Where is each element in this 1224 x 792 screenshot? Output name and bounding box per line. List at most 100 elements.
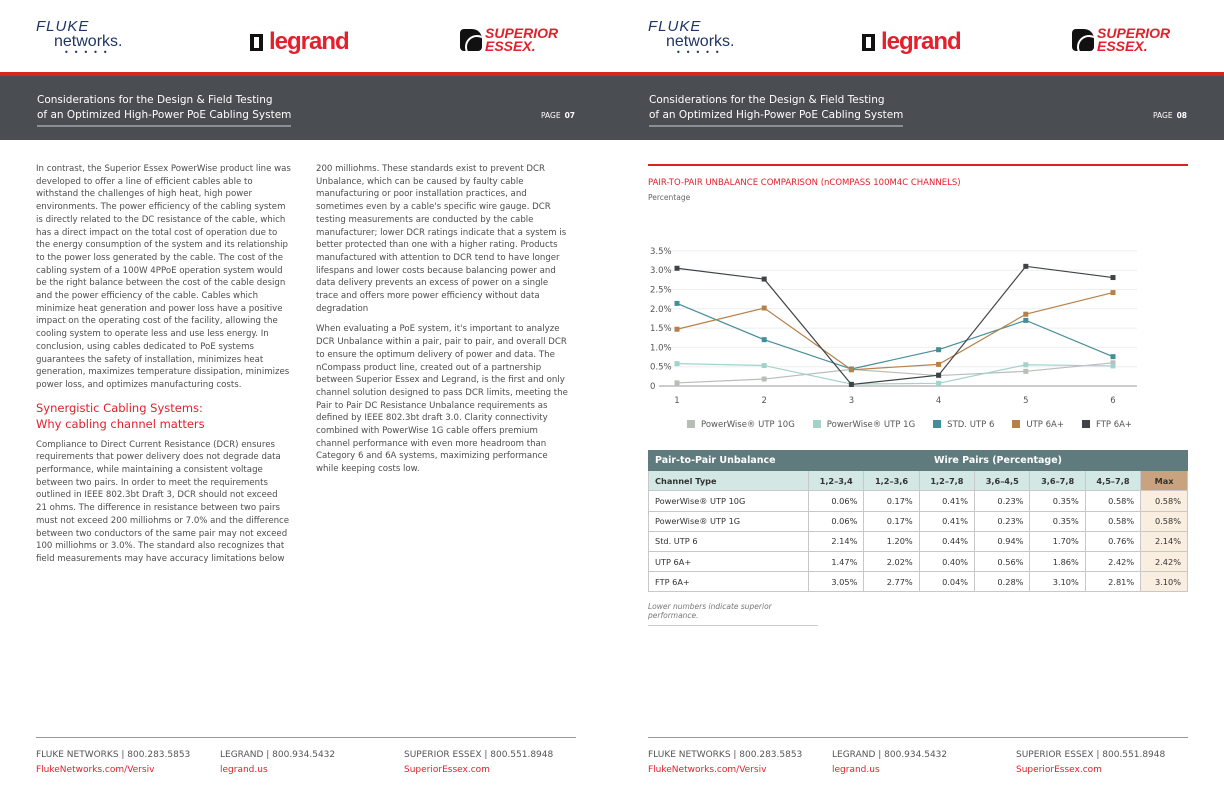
chart-ylabel: Percentage — [648, 193, 691, 202]
table-cell: 0.56% — [974, 550, 1031, 573]
table-cell: 0.35% — [1029, 510, 1086, 532]
x-tick-label: 2 — [761, 396, 766, 406]
data-point — [936, 361, 942, 367]
legend-label: STD. UTP 6 — [947, 420, 995, 430]
document-title: Considerations for the Design & Field Te… — [37, 93, 292, 127]
table-row: UTP 6A+ 1.47% 2.02% 0.40% 0.56% 1.86% 2.42% 2.4… — [648, 550, 1188, 573]
x-tick-label: 4 — [936, 396, 941, 406]
table-note: Lower numbers indicate superior performa… — [648, 602, 818, 626]
data-point — [1023, 317, 1029, 323]
page-08: FLUKE networks. ••••• legrand SUPERIOR ESSE… — [612, 0, 1224, 792]
header-band: Considerations for the Design & Field Te… — [0, 76, 612, 140]
legrand-link[interactable]: legrand.us — [220, 765, 268, 775]
table-cell: 2.42% — [1084, 550, 1142, 573]
x-tick-label: 6 — [1110, 396, 1115, 406]
data-point — [761, 363, 767, 369]
superior-essex-logo: SUPERIOR ESSEX. — [1072, 22, 1170, 58]
table-cell: 0.04% — [918, 571, 976, 593]
x-tick-label: 5 — [1023, 396, 1028, 406]
x-tick-label: 1 — [674, 396, 679, 406]
table-cell: 1.47% — [807, 550, 865, 573]
table-cell: 3.10% — [1029, 571, 1086, 593]
legend-label: PowerWise® UTP 10G — [701, 420, 795, 430]
legend-swatch — [933, 420, 942, 428]
footer-legrand: LEGRAND | 800.934.5432 legrand.us — [832, 748, 947, 778]
chart-legend: PowerWise® UTP 10G PowerWise® UTP 1G STD. … — [687, 420, 1132, 430]
fluke-link[interactable]: FlukeNetworks.com/Versiv — [648, 765, 767, 775]
table-cell: 1.86% — [1029, 550, 1086, 573]
table-cell: 0.06% — [807, 490, 865, 512]
legend-swatch — [1012, 420, 1021, 428]
table-cell: 0.58% — [1084, 510, 1142, 532]
data-point — [1023, 368, 1029, 374]
legend-label: UTP 6A+ — [1026, 420, 1064, 430]
table-cell: PowerWise® UTP 1G — [648, 510, 809, 532]
data-point — [1110, 290, 1116, 296]
table-cell: 0.94% — [974, 530, 1031, 552]
table-cell: 0.41% — [918, 490, 976, 512]
y-tick-label: 2.0% — [650, 305, 672, 315]
data-point — [848, 367, 854, 373]
y-tick-label: 0.5% — [650, 363, 672, 373]
fluke-link[interactable]: FlukeNetworks.com/Versiv — [36, 765, 155, 775]
table-cell: 2.77% — [863, 571, 920, 593]
table-cell: 2.14% — [1140, 530, 1188, 552]
data-point — [674, 361, 680, 367]
series-line — [676, 292, 1114, 371]
legrand-logo: legrand — [250, 24, 350, 60]
header-divider — [612, 72, 1224, 76]
column-header: 1,2–3,4 — [807, 470, 865, 492]
series-line — [676, 362, 1114, 384]
table-cell: 0.17% — [863, 490, 920, 512]
data-point — [761, 376, 767, 382]
table-cell: UTP 6A+ — [648, 550, 809, 573]
data-point — [1023, 263, 1029, 269]
table-cell: 0.41% — [918, 510, 976, 532]
data-point — [936, 372, 942, 378]
series-line — [676, 363, 1114, 385]
footer: FLUKE NETWORKS | 800.283.5853 FlukeNetwor… — [648, 737, 1188, 775]
legend-label: FTP 6A+ — [1095, 420, 1133, 430]
column-header: 1,2–3,6 — [863, 470, 920, 492]
footer-essex: SUPERIOR ESSEX | 800.551.8948 SuperiorEss… — [1016, 748, 1165, 778]
line-chart: 0 0.5% 1.0% 1.5% 2.0% 2.5% 3.0% 3.5% 1 2 3 4 5 6 — [650, 247, 1137, 406]
data-point — [761, 305, 767, 311]
fluke-networks-logo: FLUKE networks. ••••• — [648, 18, 735, 57]
footer-essex: SUPERIOR ESSEX | 800.551.8948 SuperiorEss… — [404, 748, 553, 778]
legrand-icon — [862, 33, 875, 51]
column-header: 3,6–4,5 — [974, 470, 1031, 492]
series-line — [676, 302, 1114, 370]
header-band: Considerations for the Design & Field Te… — [612, 76, 1224, 140]
data-point — [1110, 360, 1116, 366]
legrand-link[interactable]: legrand.us — [832, 765, 880, 775]
footer-legrand: LEGRAND | 800.934.5432 legrand.us — [220, 748, 335, 778]
body-paragraph: 200 milliohms. These standards exist to … — [316, 164, 567, 314]
essex-link[interactable]: SuperiorEssex.com — [404, 765, 490, 775]
data-point — [1110, 354, 1116, 360]
fluke-networks-logo: FLUKE networks. ••••• — [36, 18, 123, 57]
y-tick-label: 1.5% — [650, 324, 672, 334]
table-cell: 0.06% — [807, 510, 865, 532]
table-cell: 0.58% — [1084, 490, 1142, 512]
legend-item: STD. UTP 6 — [933, 420, 994, 430]
essex-link[interactable]: SuperiorEssex.com — [1016, 765, 1102, 775]
unbalance-table: Pair-to-Pair Unbalance Wire Pairs (Percen… — [648, 449, 1188, 593]
column-header: 3,6–7,8 — [1029, 470, 1086, 492]
table-cell: 0.35% — [1029, 490, 1086, 512]
page-number: PAGE 08 — [1153, 111, 1188, 120]
column-right: 200 milliohms. These standards exist to … — [316, 163, 571, 484]
table-row: PowerWise® UTP 1G 0.06% 0.17% 0.41% 0.23% 0.3… — [648, 510, 1188, 532]
table-cell: 0.58% — [1140, 510, 1188, 532]
legend-item: FTP 6A+ — [1081, 420, 1133, 430]
table-cell: 0.23% — [974, 510, 1031, 532]
data-point — [936, 347, 942, 353]
table-cell: 2.81% — [1084, 571, 1142, 593]
column-left: In contrast, the Superior Essex PowerWis… — [36, 163, 291, 574]
column-header: 4,5–7,8 — [1084, 470, 1142, 492]
x-tick-label: 3 — [849, 396, 854, 406]
column-header: 1,2–7,8 — [918, 470, 976, 492]
table-cell: 0.76% — [1084, 530, 1142, 552]
table-title: Pair-to-Pair Unbalance — [648, 449, 809, 472]
table-cell: Std. UTP 6 — [648, 530, 809, 552]
data-point — [761, 276, 767, 282]
